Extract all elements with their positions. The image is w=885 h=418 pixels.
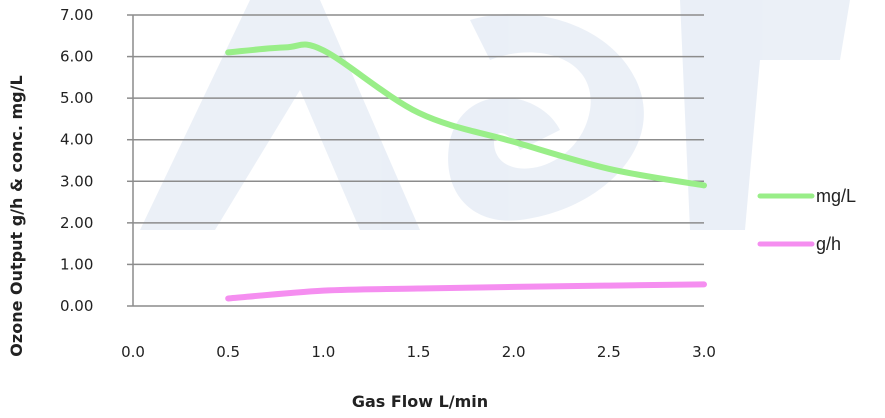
y-tick-label: 0.00 [60,297,93,315]
x-tick-label: 2.0 [502,343,526,361]
y-tick-label: 7.00 [60,6,93,24]
series-line-g-h [225,281,707,302]
x-tick-label: 1.0 [311,343,335,361]
x-tick-label: 2.5 [597,343,621,361]
y-tick-label: 2.00 [60,214,93,232]
y-tick-label: 6.00 [60,48,93,66]
gridlines [133,14,704,307]
tick-labels: 0.00 1.00 2.00 3.00 4.00 5.00 6.00 7.00 0.0 0.5 1.… [60,6,716,361]
x-axis-title: Gas Flow L/min [352,392,488,411]
y-tick-label: 1.00 [60,255,93,273]
y-tick-label: 5.00 [60,89,93,107]
x-tick-label: 0.0 [121,343,145,361]
series-lines [225,41,707,302]
y-tick-label: 4.00 [60,131,93,149]
x-tick-label: 3.0 [692,343,716,361]
x-tick-label: 1.5 [407,343,431,361]
axes [127,14,134,307]
legend-label-g-h: g/h [816,234,841,254]
x-tick-label: 0.5 [216,343,240,361]
legend: mg/L g/h [757,186,856,254]
watermark [140,0,850,230]
series-line-mg-l [225,41,707,189]
y-tick-label: 3.00 [60,172,93,190]
y-axis-title: Ozone Output g/h & conc. mg/L [7,75,26,356]
legend-label-mg-l: mg/L [816,186,856,206]
